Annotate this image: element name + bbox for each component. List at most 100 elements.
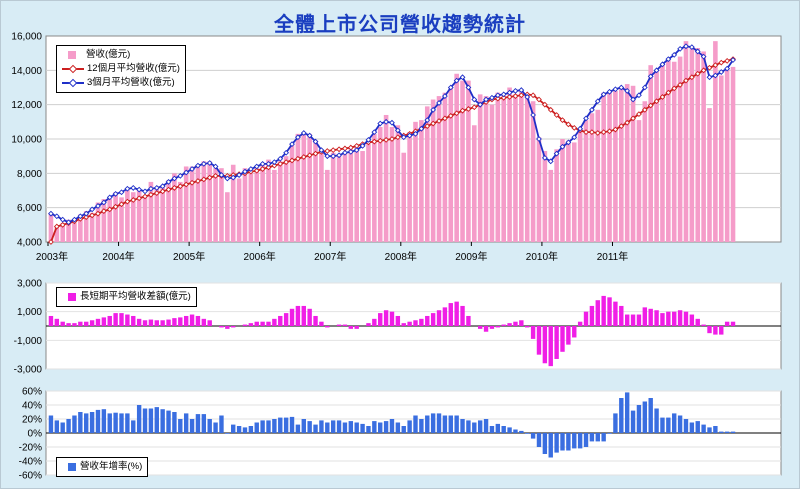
ma12-point [553, 112, 560, 118]
revenue-bar [83, 211, 89, 242]
ma12-point [647, 102, 654, 109]
ma12-point [447, 112, 454, 119]
ma3-point [389, 119, 395, 126]
ma3-point [618, 84, 625, 91]
ma3-point [500, 91, 507, 98]
diff-bar [448, 303, 453, 326]
revenue-bar [607, 92, 612, 243]
revenue-bar [136, 188, 142, 242]
revenue-bar [424, 106, 430, 242]
revenue-bar [154, 187, 160, 242]
ma3-point [200, 160, 207, 167]
ma12-point [583, 129, 589, 136]
diff-bar [242, 324, 248, 326]
ma12-point [712, 62, 719, 69]
ma12-point [377, 137, 384, 144]
ma3-point [300, 130, 307, 136]
revenue-bar [407, 132, 412, 242]
ma3-point [218, 172, 225, 178]
ma12-point [453, 110, 460, 117]
diff-bar [583, 311, 589, 326]
ma12-point [130, 197, 137, 203]
revenue-bar [201, 161, 207, 242]
growth-bar [295, 424, 301, 433]
x-tick-label: 2010年 [526, 250, 558, 263]
growth-bar [160, 409, 165, 433]
diff-bar [295, 305, 301, 326]
revenue-bar [254, 168, 260, 242]
ma12-point [289, 157, 295, 164]
revenue-bar [619, 89, 624, 242]
ma3-point [336, 152, 342, 159]
revenue-bar [707, 108, 712, 242]
diff-bar [378, 313, 383, 326]
diff-bar [554, 326, 559, 359]
ma3-point [124, 185, 131, 192]
growth-bar [607, 433, 612, 434]
diff-bar [719, 326, 724, 335]
revenue-bar [730, 66, 736, 243]
revenue-bar [660, 65, 665, 242]
revenue-bar [713, 41, 718, 243]
ma3-point [112, 191, 119, 197]
ma3-point [242, 168, 248, 175]
revenue-bar [589, 113, 595, 242]
growth-bar [213, 422, 218, 433]
growth-bar [342, 422, 348, 433]
revenue-bar [419, 120, 424, 242]
y-tick-label: 8,000 [17, 169, 42, 180]
growth-bar [395, 422, 401, 433]
diff-bar [513, 321, 518, 326]
revenue-bar [183, 166, 189, 242]
growth-bar [619, 398, 624, 433]
ma12-point [506, 94, 513, 100]
diff-bar [436, 310, 442, 326]
ma12-point [189, 179, 195, 186]
ma3-point [671, 51, 678, 58]
diff-bar [483, 326, 489, 332]
diff-bar [278, 315, 283, 326]
y-tick-label: 16,000 [11, 32, 42, 43]
legend-item-growth: 營收年增率(%) [62, 460, 142, 474]
ma12-point [541, 101, 548, 108]
diff-bar [489, 326, 495, 329]
diff-bar [460, 305, 465, 326]
growth-bar [301, 419, 306, 433]
revenue-bar [313, 140, 318, 242]
revenue-bar [507, 87, 512, 242]
diff-bar [395, 315, 401, 326]
ma3-point [130, 185, 137, 191]
revenue-bar [448, 87, 454, 242]
ma3-point [400, 134, 407, 141]
ma12-point [112, 203, 119, 210]
diff-bar [72, 323, 77, 326]
growth-bar [66, 419, 71, 433]
revenue-bar [642, 101, 648, 242]
diff-bar [348, 326, 354, 329]
growth-bar [72, 415, 77, 433]
growth-bar [107, 413, 112, 433]
ma3-point [565, 139, 572, 146]
ma12-point [600, 129, 607, 136]
ma12-point [183, 181, 190, 188]
revenue-bar [530, 101, 536, 242]
ma3-point [659, 61, 666, 68]
diff-bar [519, 320, 524, 326]
growth-legend: 營收年增率(%) [56, 457, 149, 477]
ma3-point [306, 132, 313, 139]
growth-bar [148, 408, 154, 433]
growth-bar [530, 433, 536, 439]
revenue-bar [360, 151, 365, 242]
diff-bar [289, 308, 295, 326]
ma12-point [606, 128, 613, 135]
ma3-point [224, 175, 231, 182]
diff-bar [566, 326, 571, 345]
diff-bar [724, 321, 730, 326]
diff-bar [672, 311, 677, 326]
ma3-point [371, 129, 378, 136]
ma12-point [212, 173, 219, 179]
growth-bar [60, 422, 65, 433]
diff-bar [60, 321, 65, 326]
revenue-bar [342, 152, 348, 242]
ma3-point [553, 150, 560, 157]
